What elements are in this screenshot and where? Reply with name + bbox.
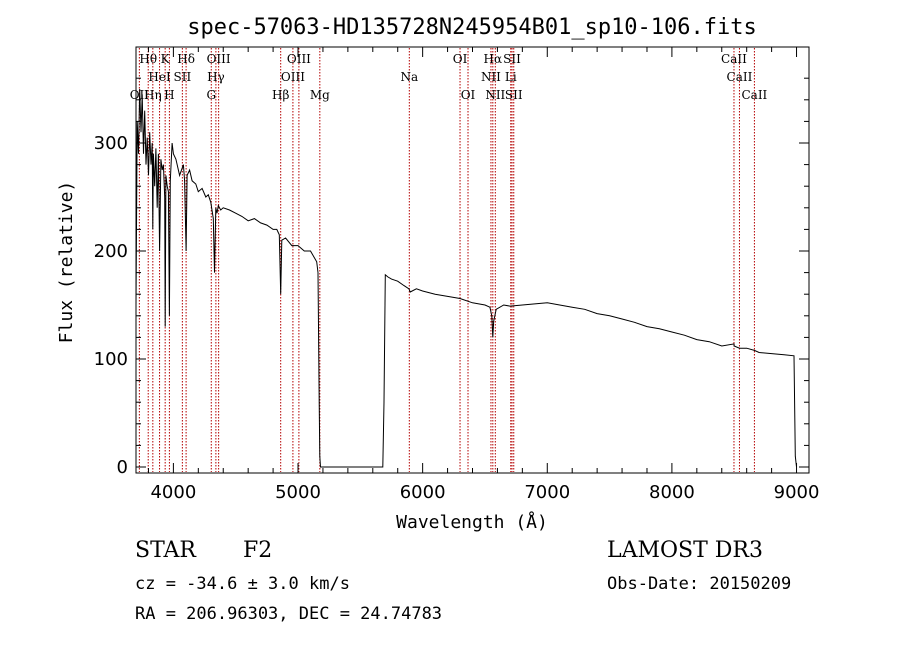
line-marker-label-15: Na <box>400 70 418 84</box>
line-marker-label-1: Hθ <box>139 52 157 66</box>
plot-frame <box>135 46 810 474</box>
x-tick-label-3: 7000 <box>524 482 570 503</box>
observation-date: Obs-Date: 20150209 <box>607 574 792 594</box>
line-marker-label-16: OI <box>453 52 468 66</box>
line-marker-label-2: Hη <box>144 88 162 102</box>
line-marker-label-4: K <box>161 52 171 66</box>
line-marker-label-23: SII <box>505 88 523 102</box>
y-tick-label-2: 200 <box>94 241 128 262</box>
line-marker-label-5: H <box>164 88 174 102</box>
line-marker-labels: OIIHθHηHeIKHSIIHδGHγOIIIHβOIIIOIIIMgNaOI… <box>130 52 768 102</box>
line-marker-label-18: NII <box>481 70 501 84</box>
y-axis-label: Flux (relative) <box>56 181 77 344</box>
y-tick-label-1: 100 <box>94 349 128 370</box>
line-marker-label-25: CaII <box>727 70 753 84</box>
line-marker-label-6: SII <box>174 70 192 84</box>
coordinates: RA = 206.96303, DEC = 24.74783 <box>135 604 443 624</box>
x-tick-label-5: 9000 <box>774 482 820 503</box>
line-marker-label-13: OIII <box>287 52 311 66</box>
line-marker-label-21: Li <box>505 70 517 84</box>
x-tick-label-2: 6000 <box>400 482 446 503</box>
x-axis-label: Wavelength (Å) <box>396 511 548 533</box>
line-marker-label-26: CaII <box>741 88 767 102</box>
y-tick-label-3: 300 <box>94 133 128 154</box>
redshift-velocity: cz = -34.6 ± 3.0 km/s <box>135 574 350 594</box>
y-tick-label-0: 0 <box>117 457 128 478</box>
y-axis-ticks: 0 100 200 300 <box>94 77 809 478</box>
object-class: STAR <box>135 538 196 563</box>
line-marker-label-22: SII <box>503 52 521 66</box>
x-tick-label-1: 5000 <box>275 482 321 503</box>
line-marker-label-17: OI <box>461 88 476 102</box>
line-marker-label-10: OIII <box>207 52 231 66</box>
line-marker-label-12: OIII <box>281 70 305 84</box>
line-marker-label-9: Hγ <box>207 70 225 84</box>
x-axis-ticks: 4000 5000 6000 7000 8000 9000 <box>147 47 820 503</box>
line-markers <box>138 48 755 472</box>
line-marker-label-7: Hδ <box>177 52 195 66</box>
survey-name: LAMOST DR3 <box>607 538 763 563</box>
line-marker-label-11: Hβ <box>272 88 289 102</box>
line-marker-label-14: Mg <box>310 88 330 102</box>
x-tick-label-0: 4000 <box>150 482 196 503</box>
line-marker-label-3: HeI <box>148 70 171 84</box>
object-subclass: F2 <box>243 538 273 563</box>
line-marker-label-20: NII <box>485 88 505 102</box>
line-marker-label-8: G <box>206 88 216 102</box>
spectrum-line <box>135 88 797 468</box>
chart-title: spec-57063-HD135728N245954B01_sp10-106.f… <box>187 15 757 40</box>
line-marker-label-19: Hα <box>484 52 503 66</box>
line-marker-label-24: CaII <box>721 52 747 66</box>
x-tick-label-4: 8000 <box>649 482 695 503</box>
